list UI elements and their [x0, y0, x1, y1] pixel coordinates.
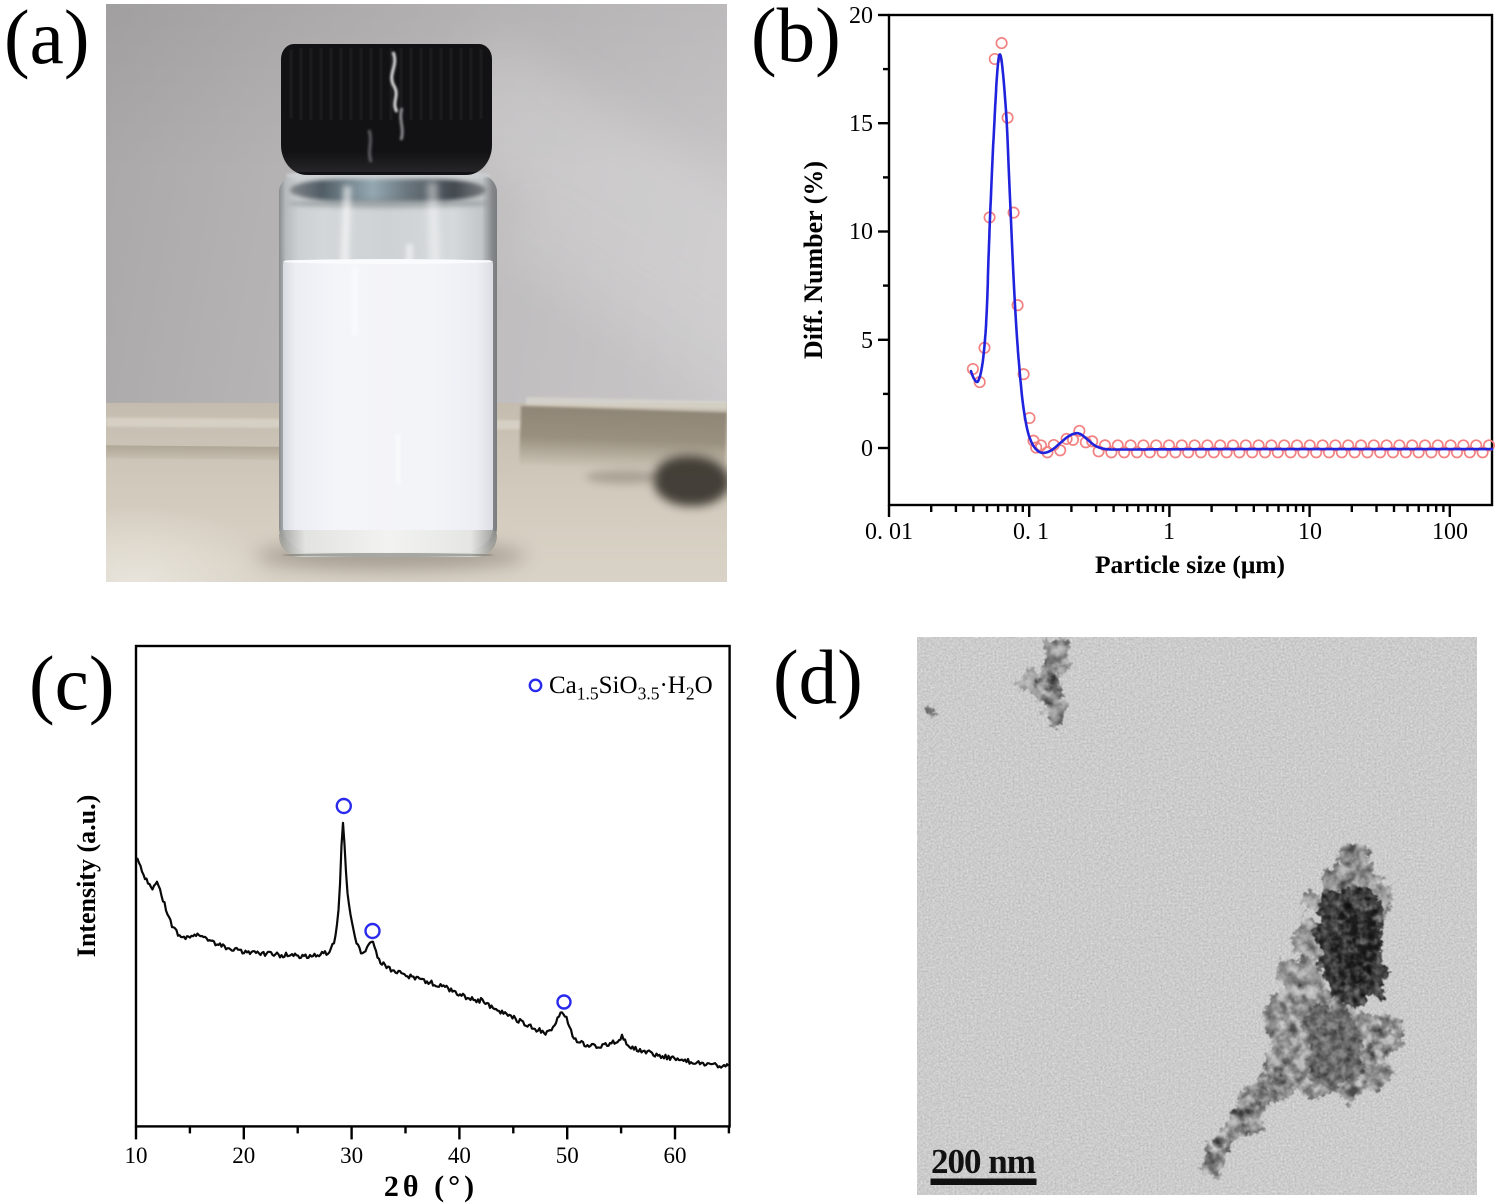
svg-text:200 nm: 200 nm [931, 1142, 1036, 1181]
svg-text:Particle size (μm): Particle size (μm) [1095, 550, 1285, 579]
svg-text:Diff. Number (%): Diff. Number (%) [799, 161, 828, 359]
svg-text:10: 10 [1298, 519, 1322, 545]
svg-text:10: 10 [849, 219, 873, 245]
svg-text:5: 5 [861, 328, 873, 354]
svg-text:30: 30 [340, 1143, 363, 1168]
svg-text:40: 40 [448, 1143, 471, 1168]
svg-text:10: 10 [125, 1143, 148, 1168]
svg-text:20: 20 [232, 1143, 255, 1168]
svg-text:60: 60 [664, 1143, 687, 1168]
svg-text:2θ (°): 2θ (°) [384, 1170, 478, 1203]
svg-text:15: 15 [849, 111, 873, 137]
svg-text:0. 1: 0. 1 [1013, 519, 1049, 545]
svg-text:Intensity (a.u.): Intensity (a.u.) [72, 795, 101, 958]
svg-text:0: 0 [861, 436, 873, 462]
svg-text:20: 20 [849, 3, 873, 29]
svg-text:100: 100 [1432, 519, 1468, 545]
svg-text:1: 1 [1163, 519, 1175, 545]
svg-text:Ca1.5SiO3.5·H2O: Ca1.5SiO3.5·H2O [549, 672, 713, 704]
svg-text:50: 50 [556, 1143, 579, 1168]
svg-text:0. 01: 0. 01 [865, 519, 913, 545]
